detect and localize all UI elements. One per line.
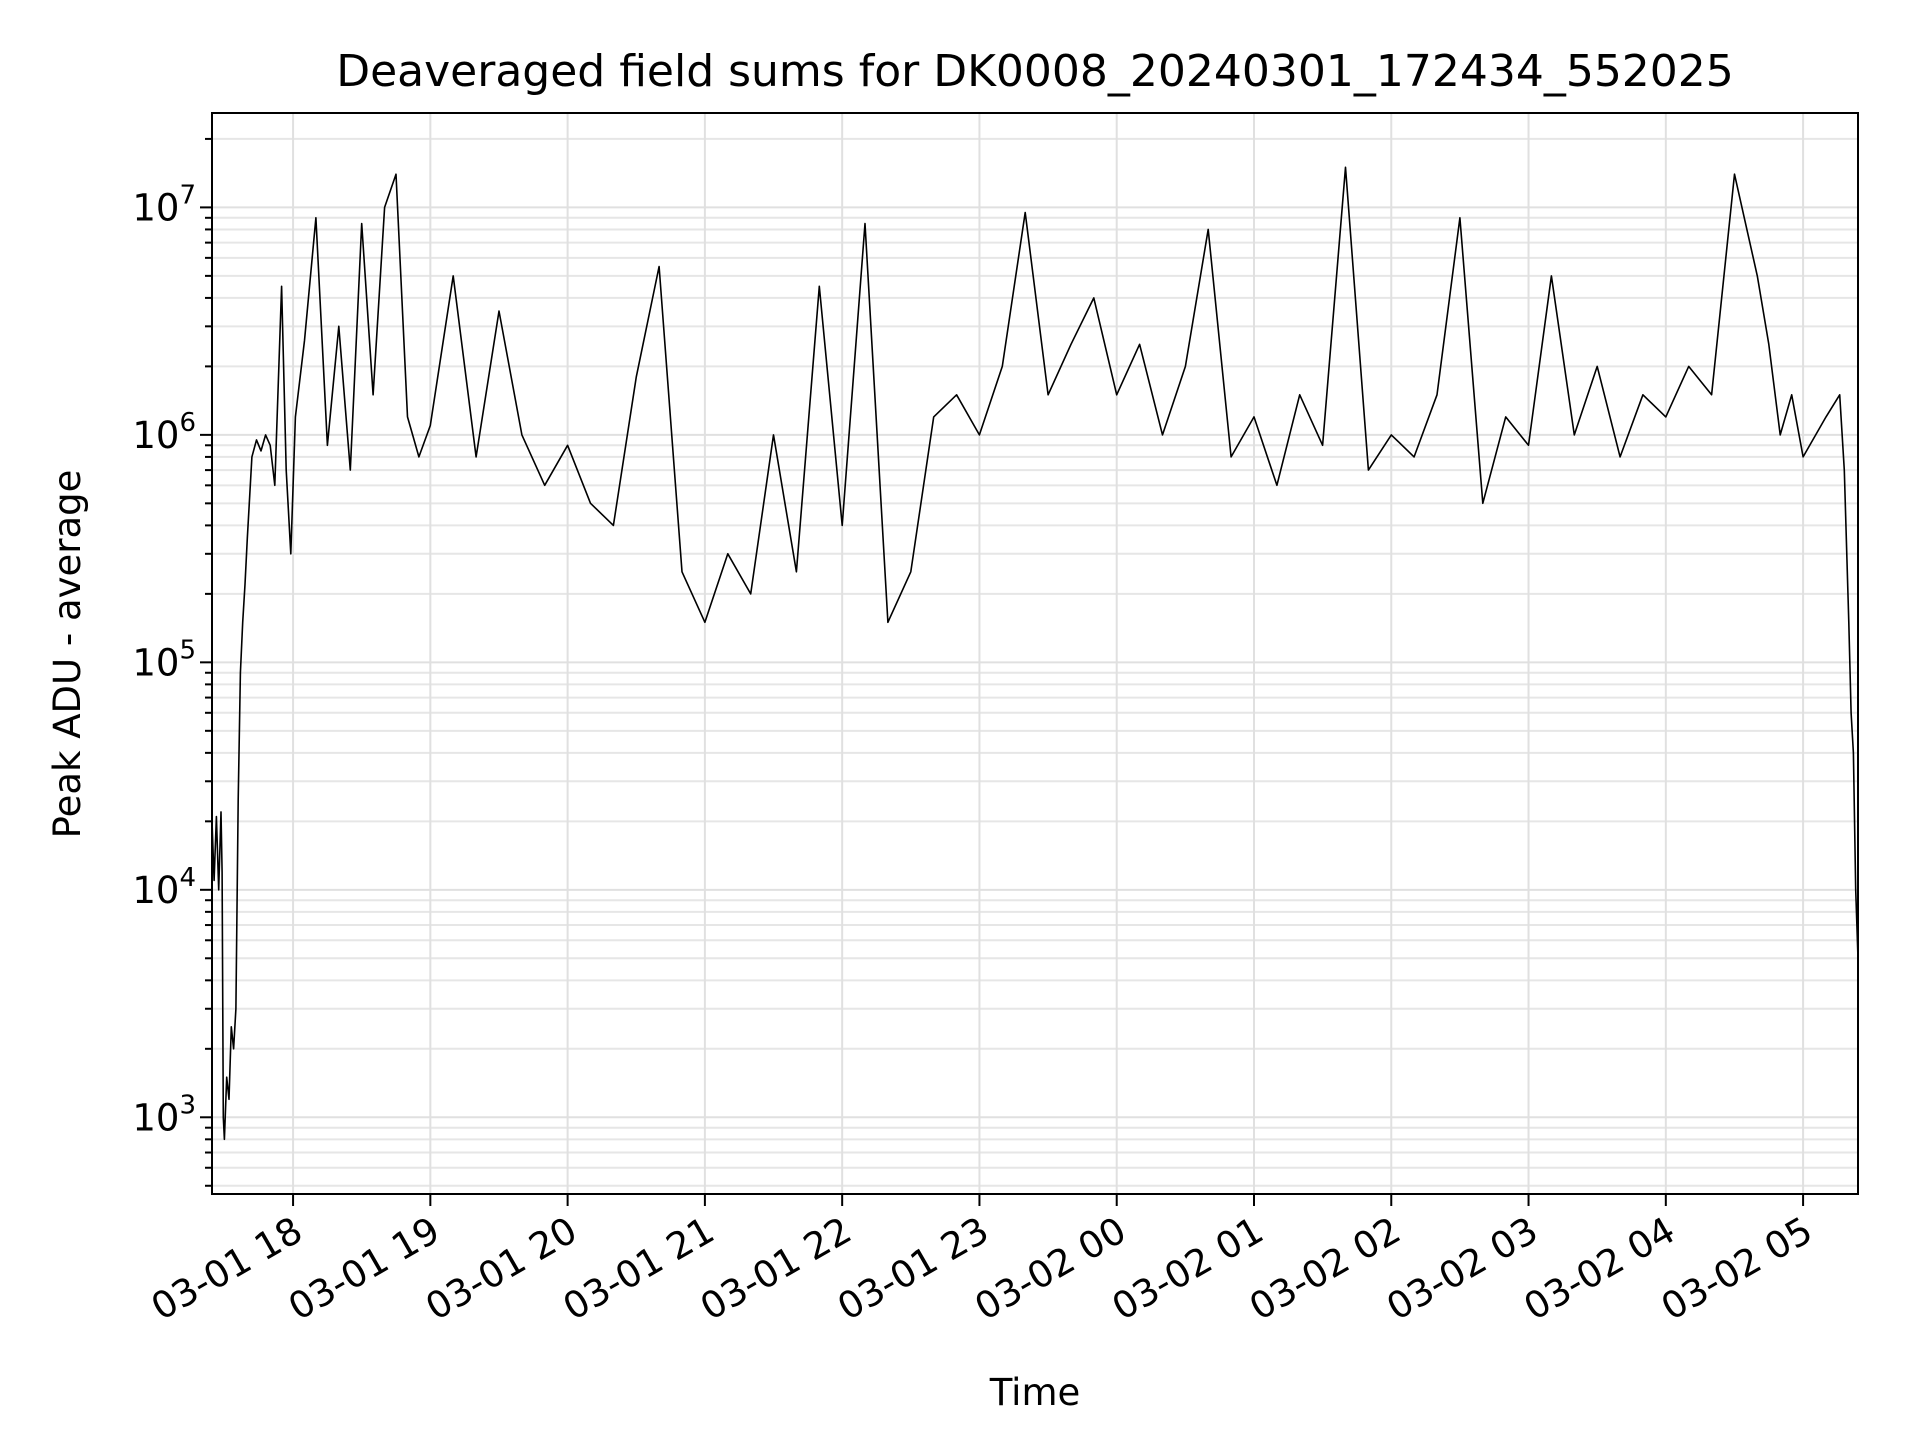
series-layer [211,166,1859,1141]
x-tick-label: 03-01 19 [281,1209,447,1329]
x-axis-label: Time [989,1371,1081,1414]
x-tick-label: 03-01 21 [556,1209,722,1329]
y-axis: 103 104 105 106 107 [132,137,212,1187]
y-tick-label: 103 [132,1090,196,1139]
y-axis-label: Peak ADU - average [46,470,89,839]
x-tick-label: 03-02 00 [968,1209,1134,1329]
x-tick-label: 03-01 22 [693,1209,859,1329]
x-tick-label: 03-02 02 [1242,1209,1408,1329]
y-tick-label: 104 [132,863,196,912]
x-tick-label: 03-02 04 [1517,1209,1683,1329]
x-tick-label: 03-02 05 [1654,1209,1820,1329]
minor-gridlines [212,137,1858,1187]
x-tick-label: 03-02 01 [1105,1209,1271,1329]
x-tick-label: 03-01 20 [419,1209,585,1329]
x-tick-label: 03-01 23 [830,1209,996,1329]
y-tick-label: 105 [132,635,196,684]
y-tick-label: 106 [132,408,196,457]
major-gridlines [212,113,1858,1194]
y-tick-label: 107 [132,180,196,229]
plot-frame [211,112,1859,1195]
chart-title: Deaveraged field sums for DK0008_2024030… [336,46,1734,97]
x-tick-label: 03-01 18 [144,1209,310,1329]
x-tick-label: 03-02 03 [1379,1209,1545,1329]
series-line [211,166,1859,1141]
